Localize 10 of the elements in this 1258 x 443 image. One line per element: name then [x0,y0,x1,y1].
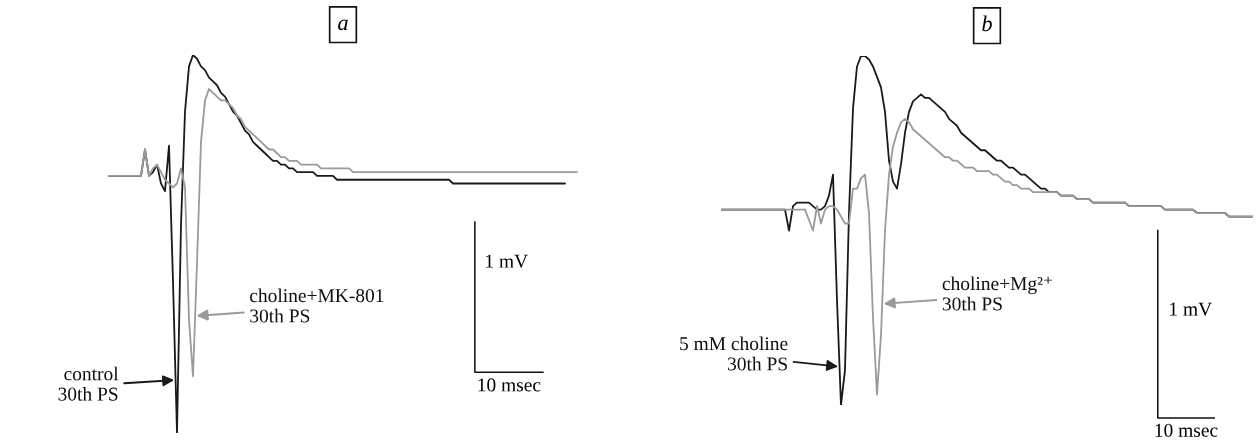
text: 5 mM choline 30th PS [680,336,788,371]
chart-title: b [982,15,992,32]
text: control 30th PS [58,366,119,401]
legend-label: choline+Mg²⁺ 30th PS [942,276,1052,311]
chart-title: a [338,19,348,31]
annotation: 1 mV [486,254,528,268]
annotation: 1 mV [1170,302,1212,316]
annotation: 10 msec [478,378,541,392]
legend-label: choline+MK-801 30th PS [250,288,384,323]
text: 10 msec [1155,423,1218,437]
